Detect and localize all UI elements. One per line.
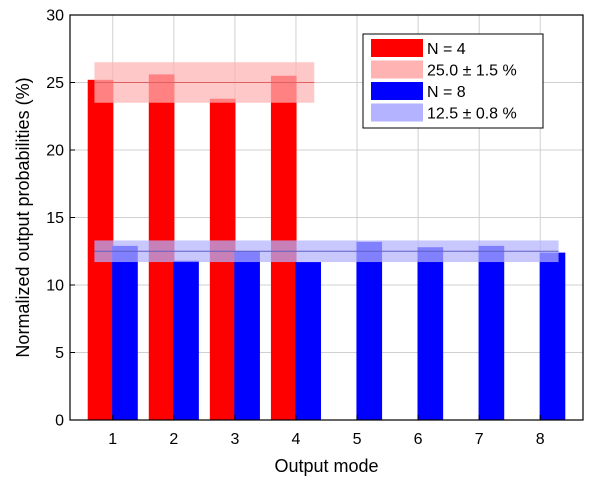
x-tick-label: 6 bbox=[414, 431, 423, 448]
bar-n8-mode-6 bbox=[417, 247, 444, 420]
y-tick-label: 10 bbox=[46, 278, 64, 295]
x-tick-label: 5 bbox=[353, 431, 362, 448]
x-tick-label: 2 bbox=[169, 431, 178, 448]
legend-label-band-25: 25.0 ± 1.5 % bbox=[427, 63, 517, 80]
y-tick-label: 20 bbox=[46, 143, 64, 160]
legend: N = 4 25.0 ± 1.5 % N = 8 12.5 ± 0.8 % bbox=[362, 33, 544, 129]
legend-label-n8: N = 8 bbox=[427, 84, 466, 101]
x-axis-label: Output mode bbox=[274, 456, 378, 476]
y-tick-label: 25 bbox=[46, 75, 64, 92]
y-tick-label: 5 bbox=[55, 345, 64, 362]
y-tick-label: 15 bbox=[46, 210, 64, 227]
bar-n8-mode-7 bbox=[478, 245, 505, 420]
x-tick-label: 4 bbox=[292, 431, 301, 448]
legend-swatch-band-12 bbox=[371, 103, 423, 122]
legend-label-n4: N = 4 bbox=[427, 41, 466, 58]
legend-label-band-12: 12.5 ± 0.8 % bbox=[427, 106, 517, 123]
bar-n8-mode-5 bbox=[356, 241, 383, 420]
bar-n8-mode-1 bbox=[112, 245, 138, 420]
bar-n8-mode-4 bbox=[295, 262, 322, 420]
legend-swatch-n8 bbox=[371, 82, 423, 100]
error-bands bbox=[94, 62, 559, 263]
x-tick-label: 8 bbox=[536, 431, 545, 448]
y-axis-label: Normalized output probabilities (%) bbox=[13, 77, 33, 357]
x-tick-label: 7 bbox=[475, 431, 484, 448]
bar-n8-mode-2 bbox=[173, 260, 199, 420]
bar-n8-mode-3 bbox=[234, 251, 260, 420]
x-tick-label: 3 bbox=[230, 431, 239, 448]
bar-n8-mode-8 bbox=[539, 252, 566, 420]
x-tick-label: 1 bbox=[108, 431, 117, 448]
y-tick-label: 30 bbox=[46, 8, 64, 25]
legend-swatch-band-25 bbox=[371, 60, 423, 79]
y-tick-label: 0 bbox=[55, 413, 64, 430]
axis-ticks: 0 5 10 15 20 25 30 1 2 3 4 5 6 7 8 bbox=[46, 8, 545, 449]
legend-swatch-n4 bbox=[371, 39, 423, 57]
